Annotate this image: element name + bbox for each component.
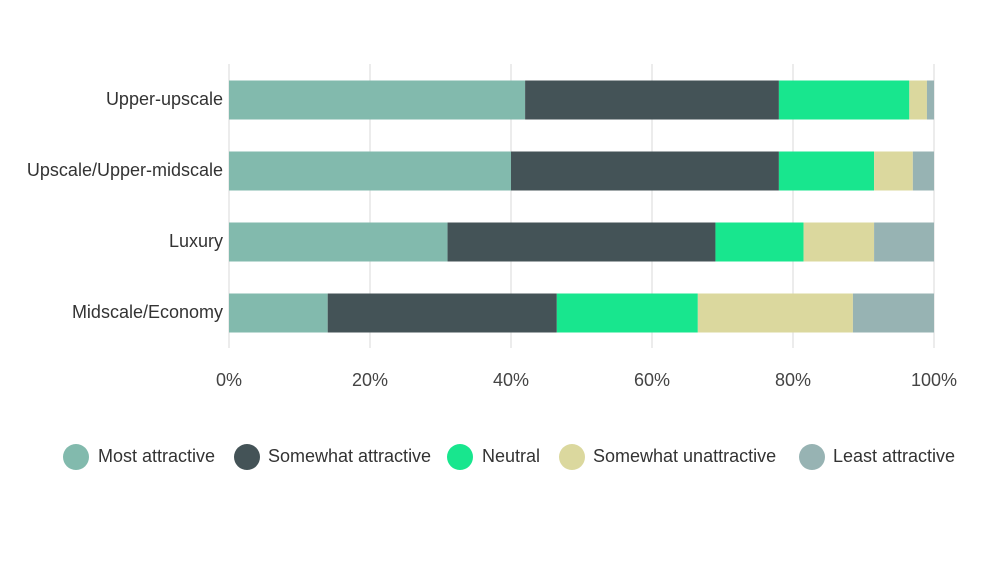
x-axis-ticks: 0% 20% 40% 60% 80% 100% [216,370,957,390]
bar-segment-1-0 [229,151,511,191]
category-label: Upscale/Upper-midscale [27,160,223,180]
x-tick-label: 80% [775,370,811,390]
x-tick-label: 20% [352,370,388,390]
bar-segment-2-2 [715,222,804,262]
bar-segment-3-1 [327,293,557,333]
x-tick-label: 60% [634,370,670,390]
legend-label: Somewhat unattractive [593,446,776,466]
bars [229,80,934,333]
legend-swatch [234,444,260,470]
category-label: Midscale/Economy [72,302,223,322]
x-tick-label: 100% [911,370,957,390]
legend-label: Most attractive [98,446,215,466]
bar-segment-2-3 [803,222,875,262]
bar-segment-0-2 [778,80,910,120]
bar-segment-2-4 [874,222,934,262]
legend-label: Somewhat attractive [268,446,431,466]
x-tick-label: 0% [216,370,242,390]
x-tick-label: 40% [493,370,529,390]
legend-swatch [559,444,585,470]
legend-swatch [63,444,89,470]
legend-swatch [447,444,473,470]
bar-segment-3-3 [697,293,853,333]
bar-segment-0-3 [909,80,927,120]
legend-swatch [799,444,825,470]
bar-segment-0-0 [229,80,526,120]
bar-segment-3-0 [229,293,328,333]
bar-segment-3-4 [852,293,934,333]
bar-segment-2-1 [447,222,716,262]
bar-segment-1-1 [511,151,779,191]
bar-segment-0-1 [525,80,779,120]
bar-segment-1-4 [912,151,934,191]
bar-segment-2-0 [229,222,448,262]
legend-label: Neutral [482,446,540,466]
bar-segment-1-2 [778,151,875,191]
bar-segment-3-2 [556,293,698,333]
category-label: Upper-upscale [106,89,223,109]
category-labels: Upper-upscale Upscale/Upper-midscale Luxur… [27,89,223,322]
legend: Most attractive Somewhat attractive Neutra… [63,444,955,470]
bar-segment-1-3 [874,151,913,191]
bar-segment-0-4 [926,80,934,120]
legend-label: Least attractive [833,446,955,466]
category-label: Luxury [169,231,223,251]
